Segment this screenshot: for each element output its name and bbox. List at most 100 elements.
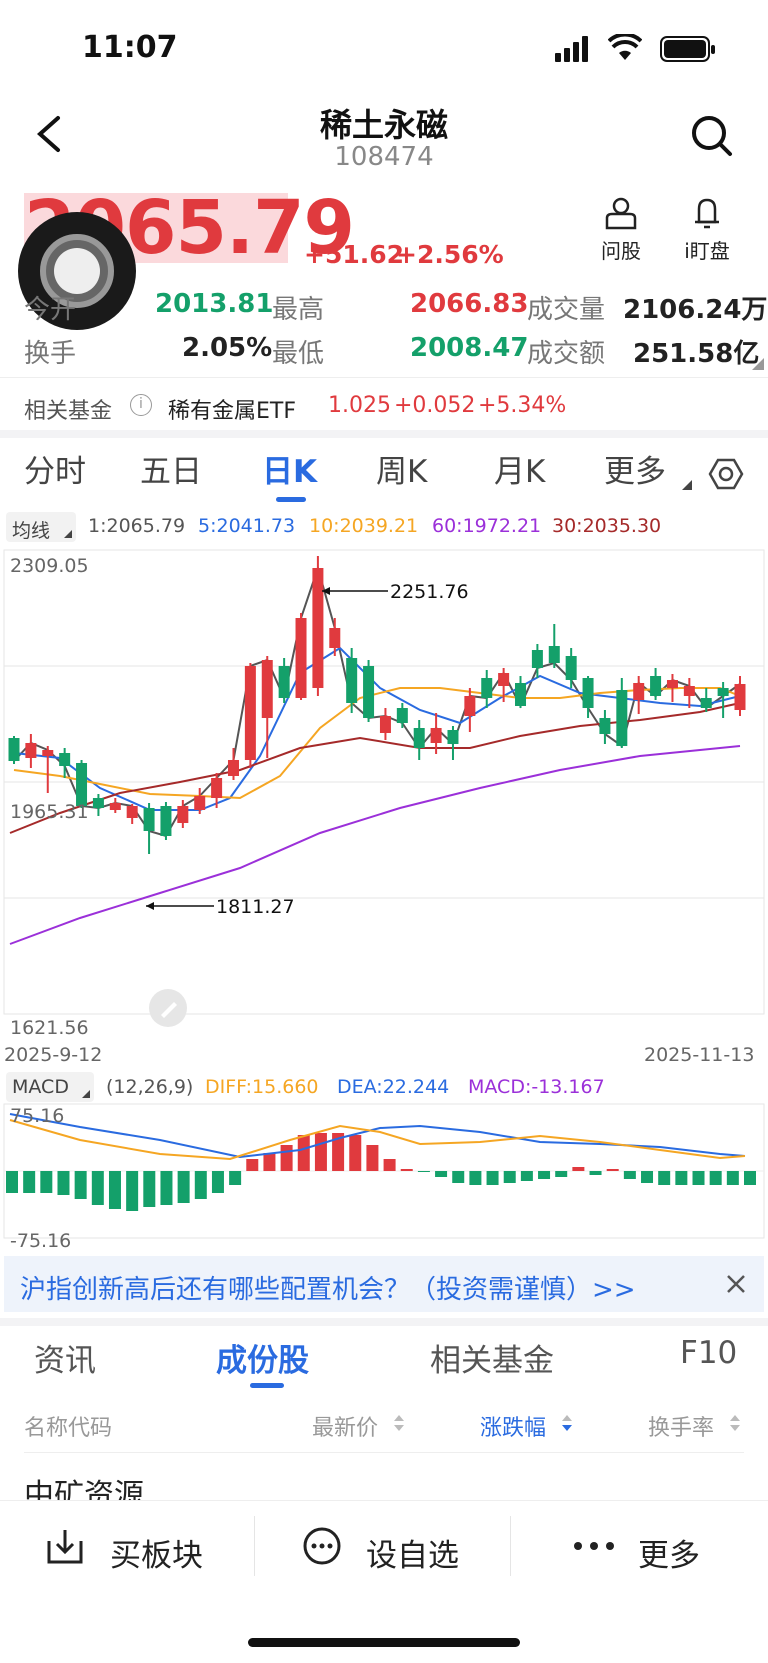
floating-assist-button[interactable] <box>18 212 136 330</box>
kline-candle <box>599 718 611 734</box>
macd-bar <box>726 1171 739 1185</box>
tab-more[interactable]: 更多 <box>604 454 666 490</box>
macd-y-min: -75.16 <box>10 1230 71 1252</box>
tab-five-day[interactable]: 五日 <box>140 454 202 490</box>
ma60-value: 60:1972.21 <box>432 515 542 537</box>
macd-bar <box>572 1167 585 1171</box>
buy-sector-button[interactable]: 买板块 <box>110 1538 203 1574</box>
kline-candle <box>312 568 324 688</box>
kline-candle <box>109 803 121 810</box>
kline-candle <box>92 798 104 808</box>
open-label: 今开 <box>24 295 77 325</box>
settings-icon[interactable] <box>708 456 744 492</box>
expand-corner-icon[interactable] <box>752 358 764 370</box>
macd-bar <box>538 1171 551 1179</box>
tab-intraday[interactable]: 分时 <box>24 454 86 490</box>
high-annotation: 2251.76 <box>390 581 469 603</box>
macd-params: (12,26,9) <box>106 1076 194 1098</box>
col-name[interactable]: 名称代码 <box>24 1416 113 1441</box>
kline-candle <box>498 673 510 686</box>
kline-candle <box>616 690 628 746</box>
kline-candle <box>565 656 577 680</box>
macd-bar <box>606 1169 619 1171</box>
kline-candle <box>430 728 442 743</box>
macd-bar <box>641 1171 654 1183</box>
amount-value: 251.58亿 <box>633 339 760 369</box>
kline-candle <box>582 678 594 708</box>
kline-candle <box>143 808 155 831</box>
tab-related-funds[interactable]: 相关基金 <box>430 1343 554 1379</box>
col-change[interactable]: 涨跌幅 <box>480 1416 547 1441</box>
tab-weekly-k[interactable]: 周K <box>376 454 428 490</box>
macd-chart[interactable]: 75.16 -75.16 <box>0 1102 768 1252</box>
col-turnover[interactable]: 换手率 <box>648 1416 715 1441</box>
macd-bar <box>709 1171 722 1185</box>
kline-candle <box>211 778 223 798</box>
tab-daily-k[interactable]: 日K <box>262 454 318 490</box>
macd-bar <box>74 1171 87 1199</box>
tab-monthly-k[interactable]: 月K <box>494 454 546 490</box>
ma-selector[interactable]: 均线 <box>6 512 76 542</box>
low-label: 最低 <box>272 339 325 369</box>
kline-candle <box>379 716 391 733</box>
macd-dea: DEA:22.244 <box>337 1076 450 1098</box>
search-icon[interactable] <box>690 114 734 158</box>
sort-icon[interactable] <box>394 1415 404 1431</box>
kline-candle <box>25 743 37 758</box>
fund-change: +0.052 <box>394 393 476 418</box>
tab-news[interactable]: 资讯 <box>34 1343 96 1379</box>
back-icon[interactable] <box>34 114 62 154</box>
turnover-label: 换手 <box>24 339 77 369</box>
related-fund-label: 相关基金 <box>24 399 113 424</box>
macd-bar <box>143 1171 156 1207</box>
kline-candle <box>464 696 476 716</box>
date-start: 2025-9-12 <box>4 1044 103 1066</box>
add-watchlist-button[interactable]: 设自选 <box>366 1538 459 1574</box>
turnover-value: 2.05% <box>182 333 273 363</box>
macd-bar <box>160 1171 173 1205</box>
kline-candle <box>666 680 678 688</box>
watch-button[interactable]: i盯盘 <box>672 196 742 264</box>
macd-selector[interactable]: MACD <box>6 1072 94 1102</box>
macd-bar <box>520 1171 533 1181</box>
fund-name[interactable]: 稀有金属ETF <box>168 399 296 424</box>
col-price[interactable]: 最新价 <box>312 1416 379 1441</box>
index-code: 108474 <box>334 142 434 172</box>
tab-constituents[interactable]: 成份股 <box>216 1343 309 1379</box>
kline-candle <box>8 738 20 761</box>
kline-candle <box>683 686 695 696</box>
ask-stock-button[interactable]: 问股 <box>586 196 656 264</box>
kline-candle <box>329 628 341 648</box>
price-change-pct: +2.56% <box>396 240 504 269</box>
promo-banner[interactable]: 沪指创新高后还有哪些配置机会？（投资需谨慎）>> <box>4 1256 764 1312</box>
tab-f10[interactable]: F10 <box>680 1335 738 1371</box>
kline-candle <box>59 753 71 766</box>
info-icon[interactable]: i <box>130 394 152 416</box>
watch-label: i盯盘 <box>684 239 730 263</box>
more-dots-icon[interactable] <box>572 1540 616 1552</box>
diff-line <box>9 1119 746 1161</box>
macd-bar <box>452 1171 465 1183</box>
buy-sector-icon[interactable] <box>46 1527 84 1565</box>
sort-desc-icon[interactable] <box>562 1415 572 1431</box>
kline-candle <box>227 760 239 776</box>
add-watchlist-icon[interactable] <box>302 1526 342 1566</box>
kline-chart[interactable]: 2309.05 1965.31 1621.56 2251.76 1811.27 <box>0 548 768 1038</box>
macd-bar <box>349 1135 362 1171</box>
kline-candle <box>126 806 138 818</box>
sort-icon[interactable] <box>730 1415 740 1431</box>
kline-candle <box>481 678 493 698</box>
macd-bar <box>400 1169 413 1171</box>
open-value: 2013.81 <box>155 289 274 319</box>
ma60-line <box>9 745 741 945</box>
macd-bar <box>469 1171 482 1185</box>
kline-candle <box>194 796 206 810</box>
kline-candle <box>42 750 54 756</box>
kline-candle <box>734 684 746 710</box>
more-button[interactable]: 更多 <box>638 1538 700 1574</box>
battery-icon <box>660 36 715 62</box>
kline-candle <box>346 658 358 703</box>
close-icon[interactable] <box>726 1274 746 1294</box>
ma5-value: 5:2041.73 <box>198 515 296 537</box>
low-annotation: 1811.27 <box>216 896 295 918</box>
